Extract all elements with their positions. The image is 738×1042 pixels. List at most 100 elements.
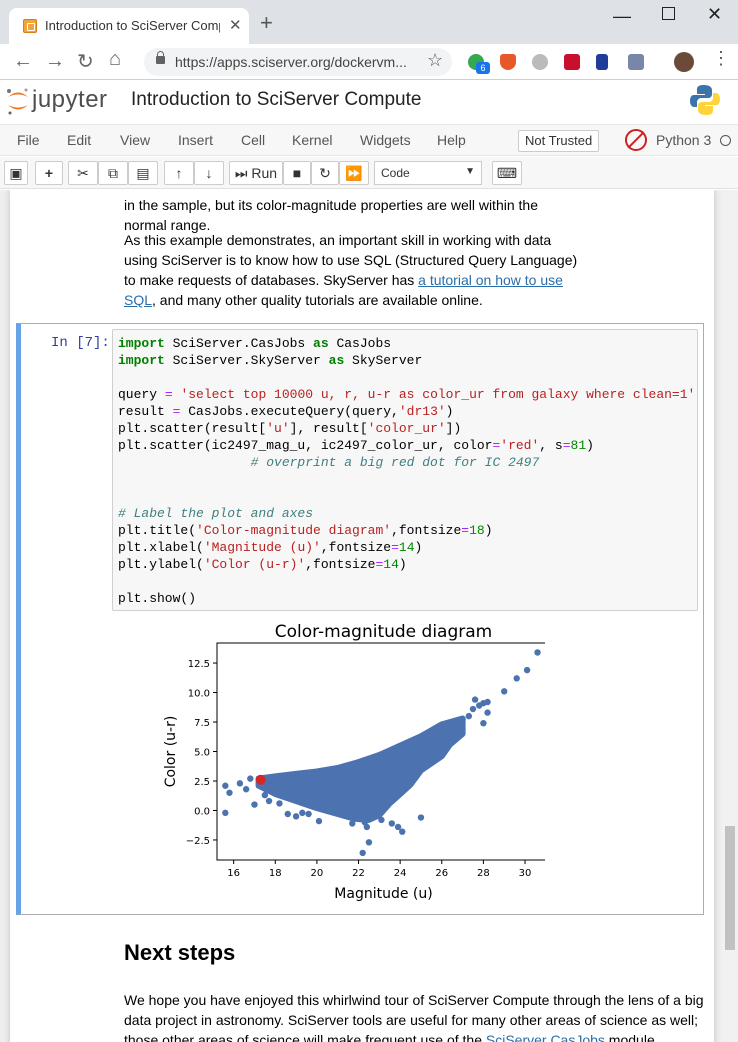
dense-locus — [255, 715, 466, 823]
data-point — [305, 810, 312, 818]
data-point — [363, 823, 371, 831]
minimize-icon[interactable]: — — [613, 6, 631, 26]
cell-type-select[interactable]: Code ▼ — [374, 161, 482, 185]
menu-view[interactable]: View — [120, 132, 151, 148]
save-icon[interactable]: ▣ — [4, 161, 28, 185]
cell-type-value: Code — [381, 166, 410, 180]
browser-menu-icon[interactable]: ⋮ — [712, 48, 730, 68]
markdown-paragraph-next: We hope you have enjoyed this whirlwind … — [124, 990, 704, 1042]
not-trusted-button[interactable]: Not Trusted — [518, 130, 600, 152]
jupyter-header: jupyter Introduction to SciServer Comput… — [0, 80, 738, 120]
maximize-icon[interactable] — [662, 7, 675, 20]
vertical-scrollbar[interactable] — [722, 190, 738, 1042]
new-tab-icon[interactable]: + — [260, 10, 273, 35]
close-tab-icon[interactable]: ✕ — [229, 17, 242, 34]
menu-file[interactable]: File — [17, 132, 40, 148]
python-logo-icon — [690, 85, 720, 115]
bookmark-extension-icon[interactable] — [596, 54, 608, 70]
run-button[interactable]: ⏭ Run — [229, 161, 283, 185]
notebook-area: in the sample, but its color-magnitude p… — [0, 190, 722, 1042]
jupyter-favicon-icon — [23, 19, 37, 33]
paste-icon[interactable]: ▤ — [128, 161, 158, 185]
move-down-icon[interactable]: ↓ — [194, 161, 224, 185]
kernel-status-icon — [720, 135, 731, 146]
browser-tab[interactable]: Introduction to SciServer Compute ✕ — [9, 8, 249, 44]
reload-icon[interactable]: ↻ — [77, 51, 94, 73]
notebook-title[interactable]: Introduction to SciServer Compute — [131, 89, 422, 110]
data-point — [222, 809, 229, 817]
data-point — [501, 688, 508, 695]
y-tick-label: 12.5 — [188, 659, 210, 670]
menu-cell[interactable]: Cell — [241, 132, 266, 148]
y-tick-label: 2.5 — [194, 777, 210, 788]
data-point — [484, 698, 491, 706]
home-icon[interactable]: ⌂ — [109, 48, 122, 70]
data-point — [471, 696, 479, 703]
sql-tutorial-link[interactable]: a tutorial on how to use SQL — [124, 272, 563, 308]
casjobs-link[interactable]: SciServer CasJobs — [485, 1032, 605, 1042]
x-tick-label: 18 — [269, 868, 282, 879]
data-point — [378, 816, 385, 824]
data-point — [261, 791, 269, 799]
back-icon[interactable]: ← — [13, 50, 33, 72]
brave-shield-icon[interactable] — [500, 54, 516, 70]
data-point — [299, 809, 306, 817]
close-window-icon[interactable]: ✕ — [707, 4, 723, 24]
extension-blue-icon[interactable] — [628, 54, 644, 70]
code-cell[interactable]: In [7]: import SciServer.CasJobs as CasJ… — [16, 323, 704, 915]
profile-avatar[interactable] — [674, 52, 694, 72]
y-tick-label: 10.0 — [188, 689, 210, 700]
data-point — [265, 797, 273, 805]
run-icon: ⏭ — [234, 165, 248, 181]
cell-prompt: In [7]: — [51, 335, 110, 351]
cut-icon[interactable]: ✂ — [68, 161, 98, 185]
data-point — [284, 810, 291, 818]
lastpass-icon[interactable] — [564, 54, 580, 70]
code-editor[interactable]: import SciServer.CasJobs as CasJobs impo… — [112, 329, 698, 611]
menu-edit[interactable]: Edit — [67, 132, 92, 148]
ic2497-point — [255, 774, 266, 785]
data-point — [359, 849, 366, 857]
y-tick-label: 7.5 — [194, 718, 210, 729]
jupyter-menubar: File Edit View Insert Cell Kernel Widget… — [0, 124, 738, 156]
scrollbar-thumb[interactable] — [725, 826, 735, 950]
kernel-name[interactable]: Python 3 — [656, 132, 712, 148]
data-point — [480, 719, 487, 727]
restart-run-all-icon[interactable]: ⏩ — [339, 161, 369, 185]
insert-cell-icon[interactable]: + — [35, 161, 63, 185]
data-point — [388, 820, 396, 827]
x-tick-label: 20 — [311, 868, 324, 879]
command-palette-icon[interactable]: ⌨ — [492, 161, 522, 185]
x-tick-label: 30 — [519, 868, 532, 879]
data-point — [399, 828, 406, 835]
browser-toolbar: ← → ↻ ⌂ https://apps.sciserver.org/docke… — [0, 44, 738, 80]
y-tick-label: −2.5 — [186, 836, 210, 847]
restart-icon[interactable]: ↻ — [311, 161, 339, 185]
y-tick-label: 0.0 — [194, 806, 210, 817]
data-point — [242, 786, 250, 793]
lock-icon — [156, 51, 165, 64]
scatter-plot: 16 18 20 22 24 26 28 30 −2.5 0.0 2.5 5.0 7.5 10.0 12.5… — [145, 621, 551, 911]
menu-widgets[interactable]: Widgets — [360, 132, 411, 148]
jupyter-logo-text[interactable]: jupyter — [32, 86, 108, 113]
stop-icon[interactable]: ■ — [283, 161, 311, 185]
y-tick-label: 5.0 — [194, 748, 210, 759]
jupyter-logo-icon[interactable] — [5, 86, 31, 116]
forward-icon[interactable]: → — [45, 50, 65, 72]
extension-grey-icon[interactable] — [532, 54, 548, 70]
bookmark-star-icon[interactable]: ☆ — [427, 50, 444, 70]
menu-insert[interactable]: Insert — [178, 132, 214, 148]
menu-help[interactable]: Help — [437, 132, 466, 148]
menu-kernel[interactable]: Kernel — [292, 132, 333, 148]
x-tick-label: 24 — [394, 868, 407, 879]
markdown-paragraph: in the sample, but its color-magnitude p… — [124, 197, 538, 233]
move-up-icon[interactable]: ↑ — [164, 161, 194, 185]
extension-badge: 6 — [476, 62, 490, 74]
run-label: Run — [251, 165, 278, 181]
copy-icon[interactable]: ⧉ — [98, 161, 128, 185]
x-tick-label: 28 — [477, 868, 490, 879]
address-bar[interactable]: https://apps.sciserver.org/dockervm... ☆ — [144, 48, 452, 76]
data-point — [222, 782, 229, 789]
notebook-page: in the sample, but its color-magnitude p… — [10, 190, 714, 1042]
chart-title: Color-magnitude diagram — [275, 622, 492, 642]
